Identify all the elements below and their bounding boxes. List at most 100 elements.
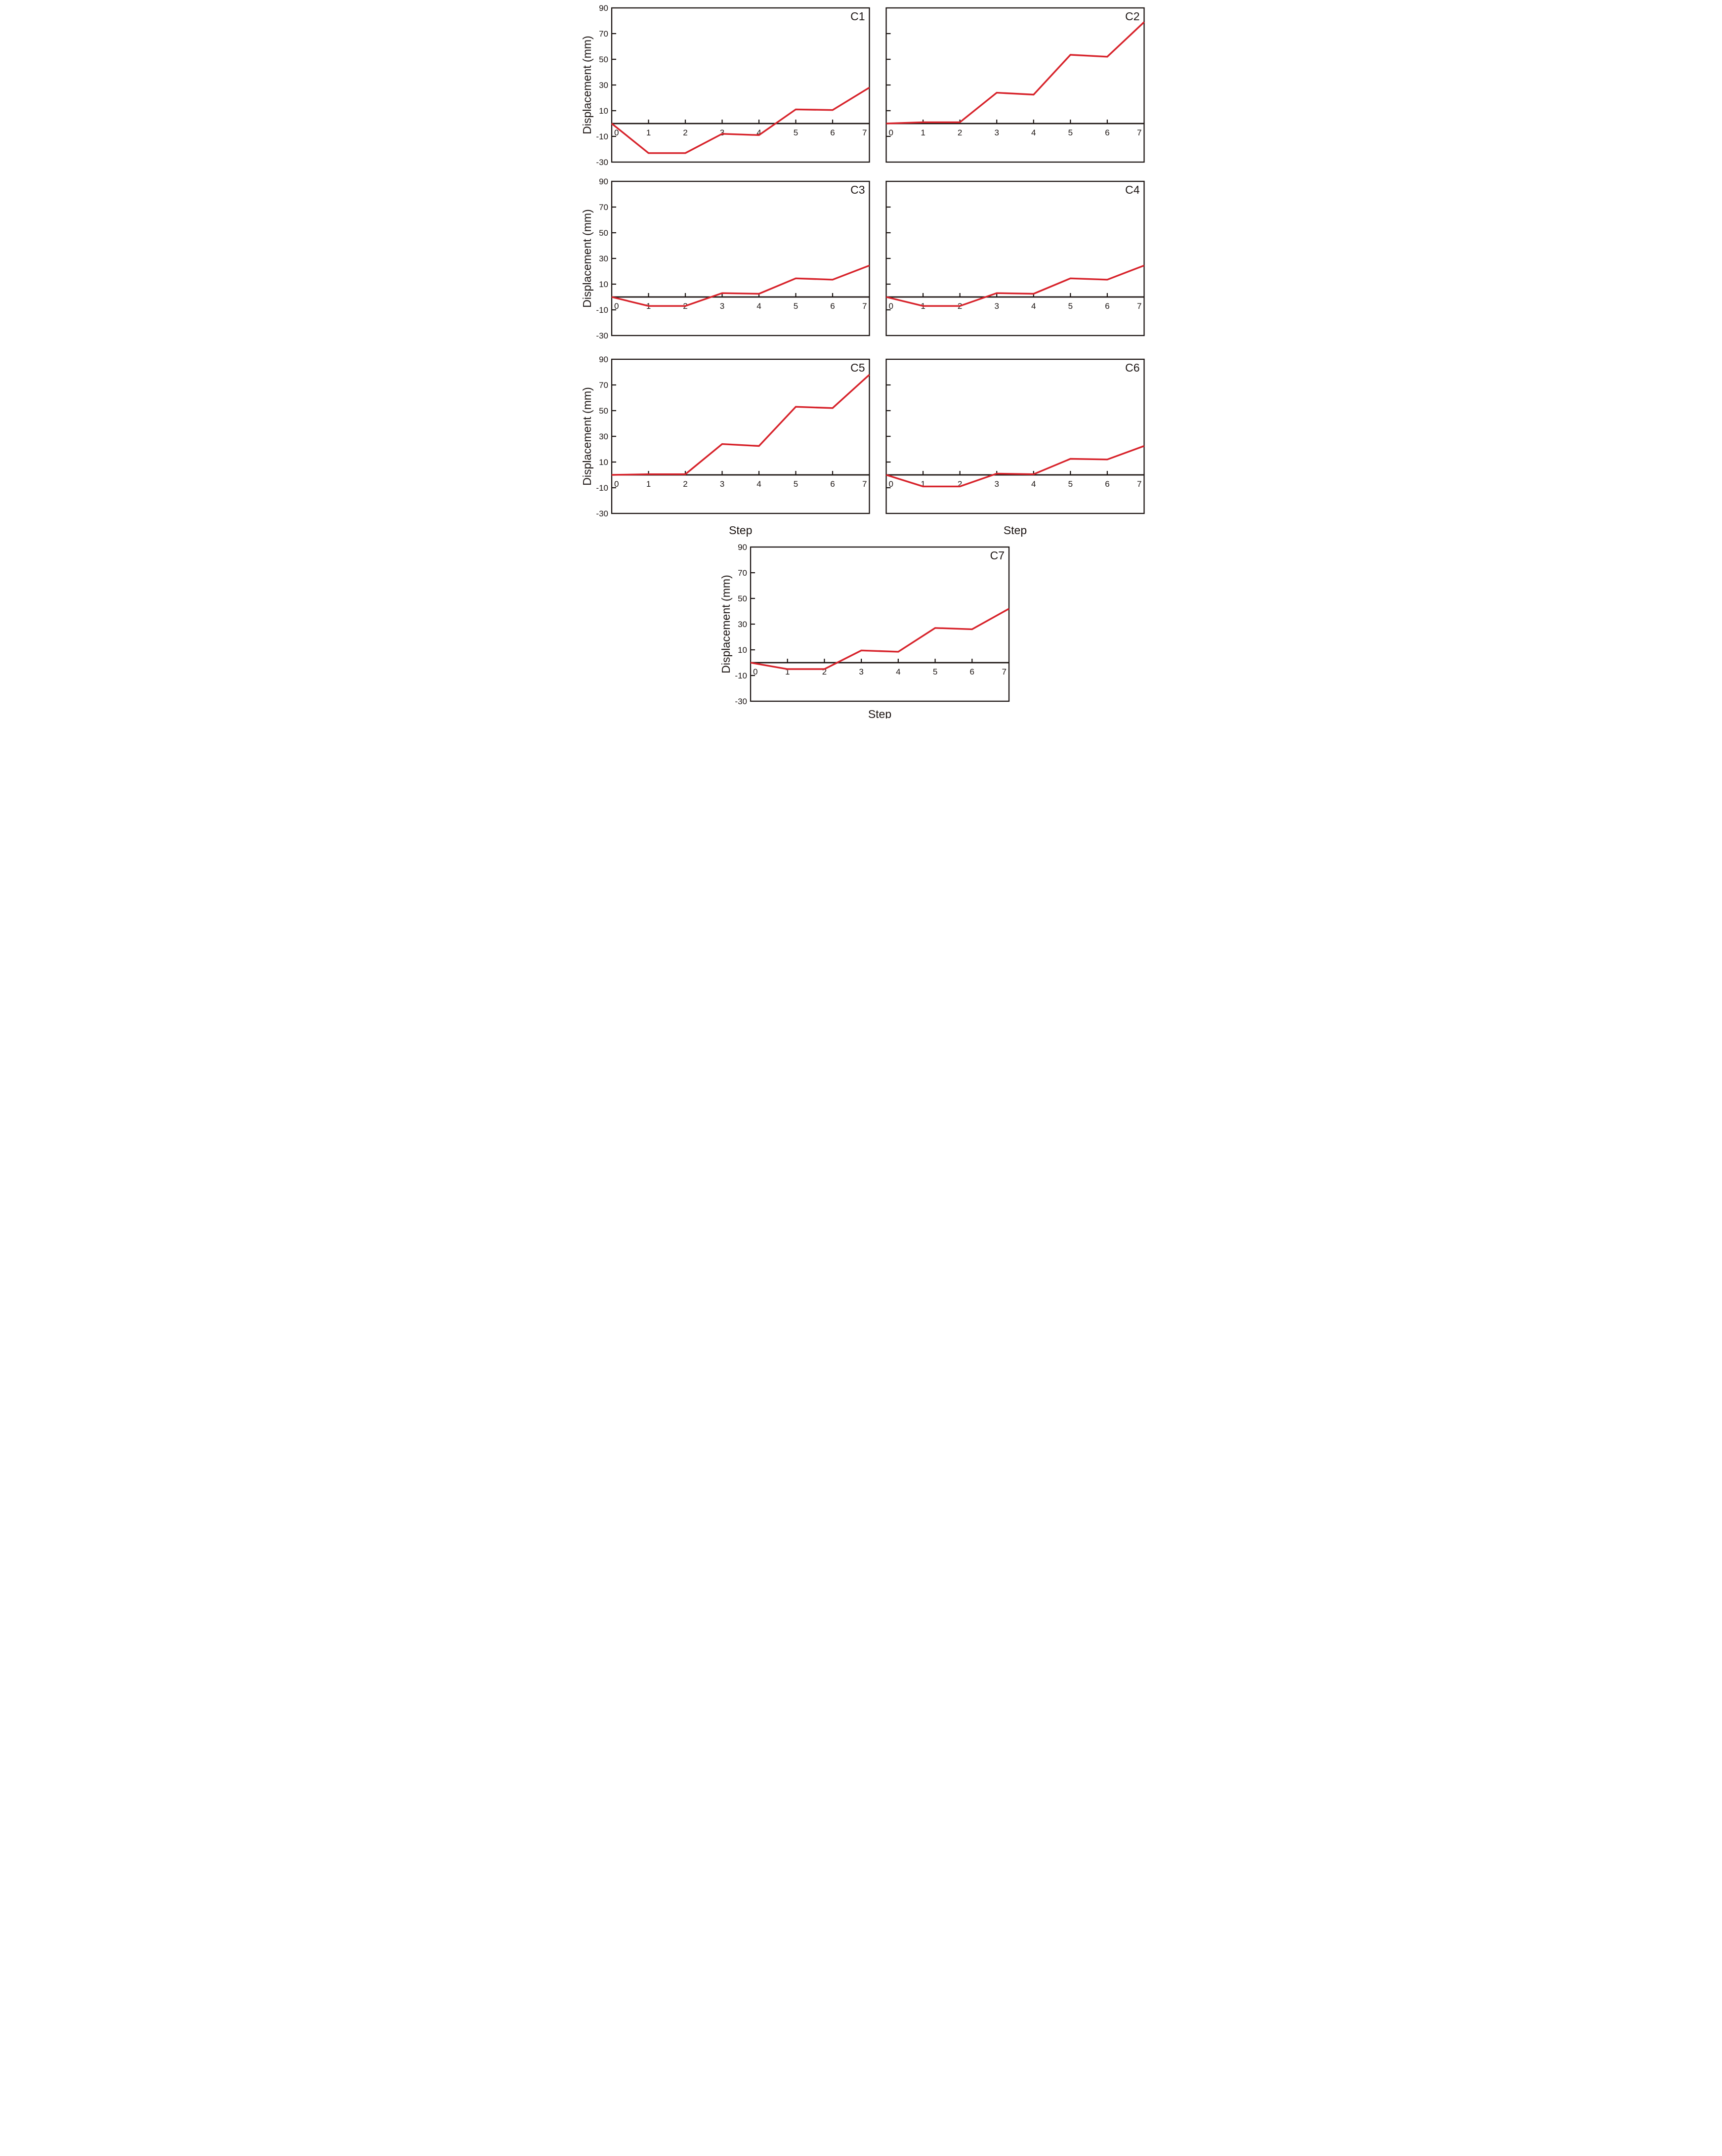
x-tick-label: 5 bbox=[793, 301, 798, 311]
panel-label: C6 bbox=[1125, 361, 1139, 374]
y-ticks bbox=[611, 384, 616, 489]
x-ticks bbox=[922, 120, 1108, 124]
panel-label: C4 bbox=[1125, 183, 1140, 196]
panel-label: C7 bbox=[990, 549, 1004, 562]
x-tick-label: 0 bbox=[614, 479, 619, 489]
y-tick-label: 50 bbox=[738, 594, 747, 603]
y-ticks bbox=[611, 206, 616, 311]
series-line-c1 bbox=[611, 86, 870, 154]
series-line-c2 bbox=[885, 21, 1145, 125]
y-tick-label: 30 bbox=[599, 81, 608, 90]
x-tick-label: 6 bbox=[1105, 301, 1109, 311]
x-tick-label: 5 bbox=[793, 128, 798, 137]
x-tick-label: 3 bbox=[994, 301, 999, 311]
y-tick-label: -30 bbox=[596, 509, 608, 518]
x-tick-label: 0 bbox=[614, 301, 619, 311]
x-tick-label: 7 bbox=[1137, 479, 1141, 489]
x-tick-label: 5 bbox=[1068, 301, 1072, 311]
x-tick-label: 2 bbox=[822, 667, 826, 676]
chart-panel-c2: 0 1 2 3 4 5 6 7 C2 bbox=[885, 7, 1145, 163]
y-tick-label: 10 bbox=[599, 106, 608, 116]
x-tick-label: 1 bbox=[785, 667, 789, 676]
x-tick-label: 1 bbox=[921, 128, 925, 137]
y-ticks bbox=[886, 33, 890, 137]
x-tick-label: 2 bbox=[683, 128, 687, 137]
x-tick-label: 7 bbox=[1137, 301, 1141, 311]
y-tick-label: -10 bbox=[596, 132, 608, 141]
x-tick-label: 3 bbox=[719, 128, 724, 137]
x-tick-label: 2 bbox=[683, 479, 687, 489]
x-tick-label: 4 bbox=[896, 667, 900, 676]
x-tick-label: 6 bbox=[830, 128, 835, 137]
x-tick-label: 5 bbox=[1068, 128, 1072, 137]
y-tick-label: 70 bbox=[599, 380, 608, 390]
x-tick-label: 6 bbox=[1105, 479, 1109, 489]
y-tick-label: 90 bbox=[738, 543, 747, 552]
y-tick-label: 10 bbox=[599, 280, 608, 289]
x-tick-label: 0 bbox=[888, 479, 893, 489]
x-tick-label: 5 bbox=[932, 667, 937, 676]
y-ticks bbox=[611, 33, 616, 137]
plot-box bbox=[611, 7, 870, 163]
series-line-c6 bbox=[885, 445, 1144, 488]
x-axis-title: Step bbox=[729, 524, 752, 537]
plot-box bbox=[885, 180, 1145, 337]
x-tick-label: 3 bbox=[994, 479, 999, 489]
x-tick-label: 4 bbox=[756, 128, 761, 137]
y-tick-label: 10 bbox=[599, 458, 608, 467]
series-line-c5 bbox=[611, 374, 870, 476]
y-tick-label: 70 bbox=[599, 203, 608, 212]
x-tick-label: 4 bbox=[1031, 128, 1036, 137]
x-tick-label: 4 bbox=[1031, 479, 1036, 489]
x-tick-label: 6 bbox=[1105, 128, 1109, 137]
x-tick-label: 4 bbox=[756, 301, 761, 311]
panel-label: C5 bbox=[850, 361, 865, 374]
chart-panel-c7: 0 1 2 3 4 5 6 7 90 70 50 30 10 -10 -30 Displacement (mm… bbox=[719, 543, 1009, 719]
x-tick-label: 7 bbox=[862, 128, 867, 137]
x-tick-label: 0 bbox=[888, 301, 893, 311]
series-line-c4 bbox=[885, 264, 1144, 307]
panel-label: C1 bbox=[850, 10, 865, 23]
y-ticks bbox=[886, 384, 890, 489]
x-tick-label: 3 bbox=[859, 667, 863, 676]
x-tick-label: 5 bbox=[793, 479, 798, 489]
y-tick-label: -10 bbox=[596, 305, 608, 315]
y-tick-label: 90 bbox=[599, 177, 608, 186]
chart-panel-c5: 0 1 2 3 4 5 6 7 90 70 50 30 10 -10 -30 Displacement (mm… bbox=[581, 355, 870, 537]
x-tick-label: 3 bbox=[994, 128, 999, 137]
x-tick-label: 1 bbox=[921, 479, 925, 489]
y-tick-label: 50 bbox=[599, 228, 608, 238]
x-tick-label: 6 bbox=[830, 301, 835, 311]
y-tick-label: 70 bbox=[738, 568, 747, 578]
x-tick-label: 4 bbox=[756, 479, 761, 489]
chart-panel-c6: 0 1 2 3 4 5 6 7 Step C6 bbox=[885, 358, 1145, 537]
x-tick-label: 0 bbox=[753, 667, 757, 676]
series-line-c7 bbox=[750, 608, 1009, 670]
y-tick-label: 90 bbox=[599, 3, 608, 13]
plot-box bbox=[885, 7, 1145, 163]
chart-panel-c4: 0 1 2 3 4 5 6 7C4 bbox=[885, 180, 1145, 337]
plot-box bbox=[611, 180, 870, 337]
y-tick-label: 30 bbox=[738, 620, 747, 629]
y-axis-title: Displacement (mm) bbox=[581, 36, 593, 134]
x-ticks bbox=[787, 659, 972, 663]
x-tick-label: 7 bbox=[1002, 667, 1006, 676]
panel-label: C3 bbox=[850, 183, 865, 196]
plot-box bbox=[611, 358, 870, 514]
y-tick-label: 30 bbox=[599, 254, 608, 263]
y-tick-label: -30 bbox=[735, 697, 747, 706]
x-ticks bbox=[647, 471, 833, 475]
y-tick-label: 30 bbox=[599, 432, 608, 441]
x-tick-label: 0 bbox=[888, 128, 893, 137]
x-tick-label: 6 bbox=[830, 479, 835, 489]
y-tick-label: 50 bbox=[599, 406, 608, 416]
x-tick-label: 7 bbox=[1137, 128, 1141, 137]
y-ticks bbox=[886, 206, 890, 311]
x-tick-label: 6 bbox=[969, 667, 974, 676]
y-tick-label: 90 bbox=[599, 355, 608, 364]
y-tick-label: -30 bbox=[596, 331, 608, 340]
y-ticks bbox=[750, 572, 755, 676]
x-tick-label: 4 bbox=[1031, 301, 1036, 311]
